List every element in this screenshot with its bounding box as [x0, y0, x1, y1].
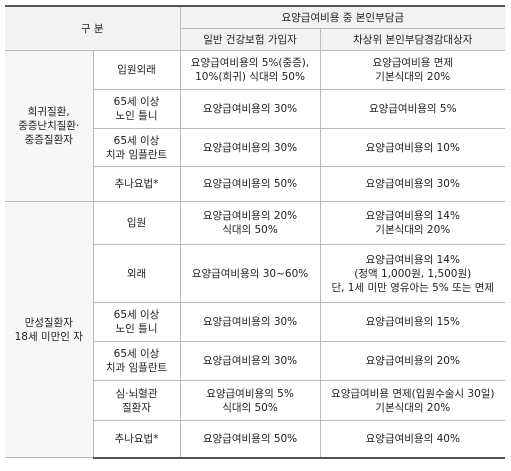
cell-line: 요양급여비용의 30% [202, 103, 298, 115]
cell-line: 중증난치질환· [18, 120, 80, 132]
cell-line: 추나요법* [114, 432, 159, 445]
cell-line: 식대의 50% [222, 401, 278, 414]
low-income-cell: 요양급여비용의 15% [319, 302, 506, 342]
column-header: 차상위 본인부담경감대상자 [319, 28, 506, 51]
cell-line: 요양급여비용의 10% [365, 141, 460, 154]
cell-line: 65세 이상 [113, 96, 160, 108]
cell-line: 치과 임플란트 [105, 362, 168, 374]
general-cell: 요양급여비용의 30% [179, 341, 321, 381]
group-label: 희귀질환, 중증난치질환· 중증질환자 [5, 50, 94, 202]
cell-line: 기본식대의 20% [375, 401, 451, 414]
group-header: 요양급여비용 중 본인부담금 [179, 5, 506, 29]
cell-line: 요양급여비용의 5%(중증), [190, 57, 310, 69]
cell-line: 요양급여비용의 5% [368, 103, 457, 115]
cell-line: 단, 1세 미만 영유아는 5% 또는 면제 [331, 281, 495, 294]
group-label: 만성질환자 18세 미만인 자 [5, 201, 94, 458]
cell-line: 요양급여비용의 14% [365, 253, 460, 266]
cell-line: 외래 [126, 267, 147, 280]
cell-line: 65세 이상 [113, 348, 160, 360]
cell-line: 만성질환자 [24, 316, 73, 329]
cell-line: 입원 [126, 217, 147, 229]
table-row: 외래 요양급여비용의 30~60% 요양급여비용의 14% (정액 1,000원, 1… [5, 244, 506, 303]
cell-line: 치과 임플란트 [105, 148, 168, 161]
cell-line: 요양급여비용의 30~60% [191, 267, 309, 280]
cell-line: 18세 미만인 자 [14, 330, 83, 343]
low-income-cell: 요양급여비용의 30% [319, 166, 506, 202]
low-income-cell: 요양급여비용의 5% [319, 89, 506, 129]
cell-line: 기본식대의 20% [375, 71, 451, 83]
general-cell: 요양급여비용의 50% [179, 166, 321, 202]
general-cell: 요양급여비용의 20% 식대의 50% [179, 201, 321, 245]
general-cell: 요양급여비용의 30% [179, 128, 321, 167]
cell-line: 요양급여비용의 50% [202, 432, 298, 445]
general-cell: 요양급여비용의 30% [179, 89, 321, 129]
general-cell: 요양급여비용의 50% [179, 420, 321, 459]
table-row: 추나요법* 요양급여비용의 50% 요양급여비용의 30% [5, 166, 506, 202]
cell-line: 중증질환자 [24, 134, 73, 146]
cell-line: 요양급여비용 면제(입원수술시 30일) [331, 387, 495, 400]
cell-line: 심·뇌혈관 [115, 387, 158, 400]
cell-line: 요양급여비용의 30% [365, 178, 460, 190]
cell-line: 요양급여비용의 30% [202, 355, 298, 367]
cell-line: 요양급여비용의 20% [202, 210, 298, 222]
cell-line: 입원외래 [117, 64, 156, 76]
cell-line: 65세 이상 [113, 134, 160, 147]
item-cell: 추나요법* [93, 166, 181, 202]
header-row: 일반 건강보험 가입자 차상위 본인부담경감대상자 [5, 28, 506, 51]
cell-line: 요양급여비용 면제 [372, 57, 454, 69]
table-row: 심·뇌혈관 질환자 요양급여비용의 5% 식대의 50% 요양급여비용 면제(입원수술시… [5, 380, 506, 421]
cell-line: 요양급여비용의 50% [202, 178, 298, 190]
general-cell: 요양급여비용의 30% [179, 302, 321, 342]
copay-table: 구 분 요양급여비용 중 본인부담금 일반 건강보험 가입자 차상위 본인부담경… [5, 5, 506, 459]
cell-line: 기본식대의 20% [375, 224, 451, 236]
item-cell: 외래 [93, 244, 181, 303]
item-cell: 65세 이상 치과 임플란트 [93, 128, 181, 167]
item-cell: 추나요법* [93, 420, 181, 459]
low-income-cell: 요양급여비용의 40% [319, 420, 506, 459]
low-income-cell: 요양급여비용의 10% [319, 128, 506, 167]
low-income-cell: 요양급여비용의 20% [319, 341, 506, 381]
general-cell: 요양급여비용의 5% 식대의 50% [179, 380, 321, 421]
cell-line: 추나요법* [114, 178, 159, 190]
cell-line: 희귀질환, [27, 106, 70, 118]
low-income-cell: 요양급여비용 면제(입원수술시 30일) 기본식대의 20% [319, 380, 506, 421]
cell-line: 노인 틀니 [115, 323, 158, 335]
general-cell: 요양급여비용의 30~60% [179, 244, 321, 303]
cell-line: 노인 틀니 [115, 110, 158, 122]
table-row: 추나요법* 요양급여비용의 50% 요양급여비용의 40% [5, 420, 506, 459]
cell-line: 요양급여비용의 20% [365, 355, 460, 367]
cell-line: 요양급여비용의 40% [365, 432, 460, 445]
cell-line: 식대의 50% [222, 224, 278, 236]
general-cell: 요양급여비용의 5%(중증), 10%(희귀) 식대의 50% [179, 50, 321, 90]
cell-line: 요양급여비용의 14% [365, 210, 460, 222]
item-cell: 심·뇌혈관 질환자 [93, 380, 181, 421]
cell-line: 요양급여비용의 30% [202, 141, 298, 154]
cell-line: 요양급여비용의 5% [206, 387, 294, 400]
low-income-cell: 요양급여비용의 14% (정액 1,000원, 1,500원) 단, 1세 미만 영… [319, 244, 506, 303]
item-cell: 입원 [92, 201, 181, 245]
corner-header: 구 분 [5, 5, 181, 51]
cell-line: 요양급여비용의 30% [202, 316, 298, 328]
cell-line: 질환자 [122, 401, 151, 414]
cell-line: (정액 1,000원, 1,500원) [354, 267, 472, 280]
item-cell: 입원외래 [92, 50, 181, 90]
cell-line: 10%(희귀) 식대의 50% [195, 71, 305, 83]
cell-line: 요양급여비용의 15% [365, 316, 460, 328]
table-row: 만성질환자 18세 미만인 자 입원 요양급여비용의 20% 식대의 50% 요양급여비용… [5, 201, 506, 458]
table-body: 희귀질환, 중증난치질환· 중증질환자 입원외래 요양급여비용의 5%(중증), 10%(… [5, 50, 506, 459]
header-row: 구 분 요양급여비용 중 본인부담금 [5, 5, 506, 51]
table-row: 희귀질환, 중증난치질환· 중증질환자 입원외래 요양급여비용의 5%(중증), 10%(… [5, 50, 506, 202]
column-header: 일반 건강보험 가입자 [180, 28, 321, 51]
low-income-cell: 요양급여비용의 14% 기본식대의 20% [319, 201, 506, 245]
cell-line: 65세 이상 [113, 309, 160, 321]
